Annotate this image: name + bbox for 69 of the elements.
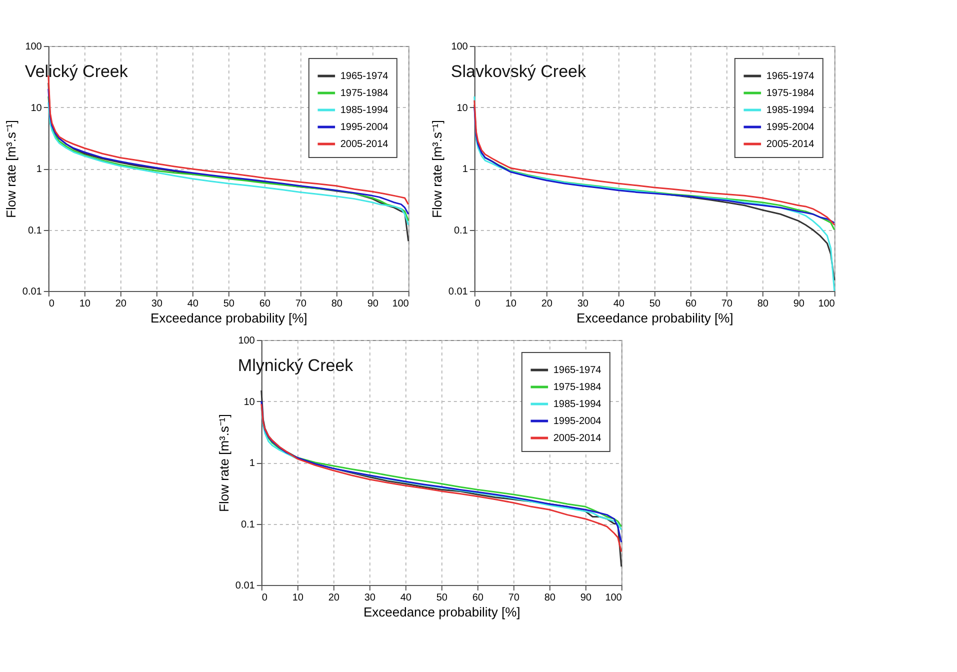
x-tick-label: 0 — [474, 298, 481, 310]
x-tick-label: 20 — [541, 298, 553, 310]
x-tick-label: 90 — [793, 298, 805, 310]
y-tick-label: 10 — [244, 396, 256, 408]
x-tick-label: 100 — [392, 298, 410, 310]
x-tick-label: 40 — [613, 298, 625, 310]
y-axis-title: Flow rate [m³.s⁻¹] — [429, 120, 444, 218]
x-tick-label: 100 — [818, 298, 836, 310]
x-tick-label: 80 — [757, 298, 769, 310]
x-tick-label: 0 — [262, 592, 268, 604]
x-tick-label: 50 — [649, 298, 661, 310]
legend-label: 1975-1984 — [766, 88, 815, 99]
legend-label: 2005-2014 — [553, 433, 602, 444]
x-tick-label: 50 — [223, 298, 235, 310]
legend-label: 1995-2004 — [340, 122, 389, 133]
legend-label: 1985-1994 — [340, 105, 389, 116]
y-tick-label: 0.1 — [240, 519, 256, 530]
x-tick-label: 10 — [505, 298, 517, 310]
y-tick-label: 100 — [238, 336, 256, 346]
x-tick-label: 0 — [48, 298, 55, 310]
x-tick-label: 80 — [544, 592, 556, 604]
x-tick-label: 60 — [259, 298, 271, 310]
x-tick-label: 50 — [436, 592, 448, 604]
x-tick-label: 70 — [508, 592, 520, 604]
y-tick-label: 0.01 — [235, 580, 256, 592]
x-tick-label: 20 — [115, 298, 127, 310]
x-tick-label: 90 — [367, 298, 379, 310]
x-tick-label: 40 — [187, 298, 199, 310]
x-tick-label: 30 — [151, 298, 163, 310]
x-tick-label: 10 — [292, 592, 304, 604]
legend-label: 1995-2004 — [553, 416, 602, 427]
y-tick-label: 1 — [249, 458, 256, 469]
x-axis-title: Exceedance probability [%] — [363, 604, 520, 620]
y-tick-label: 10 — [30, 102, 42, 114]
x-tick-label: 70 — [721, 298, 733, 310]
legend-label: 1985-1994 — [766, 105, 815, 116]
legend-label: 1985-1994 — [553, 399, 602, 410]
x-tick-label: 40 — [400, 592, 412, 604]
x-tick-label: 90 — [580, 592, 592, 604]
legend-label: 1975-1984 — [553, 382, 602, 393]
y-tick-label: 0.1 — [28, 225, 42, 236]
y-tick-label: 0.01 — [22, 286, 42, 298]
x-tick-label: 60 — [472, 592, 484, 604]
x-tick-label: 10 — [79, 298, 91, 310]
x-axis-title: Exceedance probability [%] — [576, 310, 734, 326]
x-axis-title: Exceedance probability [%] — [150, 310, 308, 326]
x-tick-label: 80 — [331, 298, 343, 310]
y-tick-label: 100 — [25, 42, 42, 52]
y-axis-title: Flow rate [m³.s⁻¹] — [3, 120, 18, 218]
y-tick-label: 100 — [451, 42, 468, 52]
x-tick-label: 60 — [685, 298, 697, 310]
y-tick-label: 0.1 — [454, 225, 468, 236]
x-tick-label: 30 — [364, 592, 376, 604]
legend-label: 1965-1974 — [340, 71, 389, 82]
x-tick-label: 100 — [605, 592, 622, 604]
y-tick-label: 0.01 — [448, 286, 468, 298]
legend-label: 1995-2004 — [766, 122, 815, 133]
legend-label: 2005-2014 — [766, 139, 815, 150]
legend-label: 1965-1974 — [553, 365, 602, 376]
y-tick-label: 1 — [36, 164, 42, 175]
x-tick-label: 20 — [328, 592, 340, 604]
y-tick-label: 10 — [456, 102, 468, 114]
x-tick-label: 70 — [295, 298, 307, 310]
legend-label: 1965-1974 — [766, 71, 815, 82]
x-tick-label: 30 — [577, 298, 589, 310]
y-axis-title: Flow rate [m³.s⁻¹] — [216, 414, 232, 512]
y-tick-label: 1 — [462, 164, 468, 175]
legend-label: 1975-1984 — [340, 88, 389, 99]
legend-label: 2005-2014 — [340, 139, 389, 150]
